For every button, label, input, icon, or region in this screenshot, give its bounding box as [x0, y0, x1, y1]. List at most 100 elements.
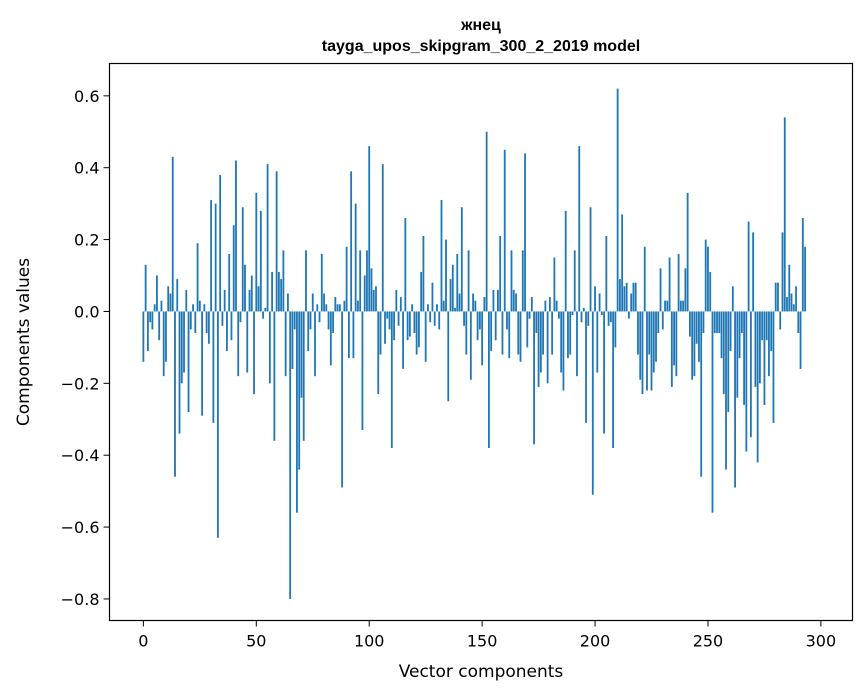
- bar-127: [429, 311, 432, 323]
- bar-100: [368, 146, 371, 312]
- bar-211: [618, 279, 621, 312]
- bar-63: [284, 311, 287, 377]
- bar-23: [194, 311, 197, 334]
- bar-124: [422, 235, 425, 312]
- bar-20: [187, 311, 190, 413]
- bar-212: [621, 214, 624, 312]
- bar-115: [402, 311, 404, 369]
- bar-105: [379, 311, 382, 355]
- bar-287: [790, 293, 793, 312]
- bar-161: [506, 311, 508, 330]
- bar-148: [476, 311, 479, 341]
- bar-234: [670, 311, 673, 387]
- bar-79: [320, 253, 323, 312]
- bar-236: [675, 311, 678, 377]
- bar-220: [639, 311, 642, 380]
- bar-218: [634, 282, 637, 312]
- bar-263: [736, 311, 739, 398]
- y-axis-label: Components values: [14, 258, 34, 426]
- bar-206: [607, 311, 610, 326]
- bar-74: [309, 311, 312, 330]
- bar-192: [576, 311, 578, 377]
- bar-186: [562, 311, 565, 391]
- bar-254: [716, 311, 718, 334]
- x-tick-label: 250: [693, 632, 724, 651]
- bar-191: [573, 250, 576, 312]
- bar-176: [539, 311, 542, 373]
- bar-81: [325, 304, 328, 312]
- bar-27: [203, 304, 206, 312]
- bar-267: [745, 311, 748, 452]
- bar-25: [198, 300, 201, 312]
- bar-14: [174, 311, 176, 477]
- bar-244: [693, 311, 696, 377]
- bar-240: [684, 268, 687, 312]
- bar-9: [162, 311, 165, 377]
- bar-256: [720, 311, 723, 359]
- bar-107: [384, 311, 386, 344]
- bar-109: [388, 311, 391, 330]
- bar-284: [783, 117, 786, 312]
- x-axis-ticks: 0 50 100 150 200 250 300: [138, 620, 836, 651]
- bar-255: [718, 311, 721, 334]
- bar-118: [408, 311, 411, 337]
- bar-142: [463, 311, 465, 326]
- bar-1: [144, 264, 147, 312]
- bar-78: [318, 311, 321, 323]
- bar-270: [752, 232, 755, 312]
- bar-41: [235, 160, 237, 312]
- bar-269: [749, 311, 752, 438]
- bar-119: [411, 304, 414, 312]
- y-tick-label: 0.6: [74, 87, 99, 106]
- bar-143: [465, 311, 468, 355]
- bar-55: [266, 164, 269, 312]
- bar-213: [623, 286, 626, 312]
- bar-75: [311, 293, 314, 312]
- bar-85: [334, 297, 337, 312]
- bar-133: [442, 300, 445, 312]
- bar-227: [655, 311, 657, 362]
- bar-82: [327, 311, 330, 330]
- bar-106: [381, 164, 384, 312]
- bar-210: [616, 88, 619, 312]
- bar-71: [302, 311, 305, 441]
- bar-104: [377, 311, 380, 395]
- bar-16: [178, 311, 181, 434]
- bar-246: [698, 311, 700, 362]
- bar-277: [768, 311, 770, 377]
- bar-108: [386, 311, 389, 319]
- bar-126: [427, 304, 429, 312]
- bar-271: [754, 311, 757, 387]
- bar-147: [474, 300, 477, 312]
- bar-163: [510, 250, 513, 312]
- bar-34: [219, 174, 222, 312]
- bar-290: [797, 311, 800, 334]
- bar-157: [497, 289, 499, 312]
- bar-247: [700, 311, 703, 477]
- bar-286: [788, 264, 791, 312]
- bar-204: [603, 311, 605, 434]
- bar-140: [458, 293, 461, 312]
- bar-21: [189, 311, 192, 330]
- bar-61: [280, 279, 283, 312]
- bar-5: [153, 304, 156, 312]
- bar-8: [160, 300, 163, 312]
- bar-228: [657, 311, 660, 334]
- bar-202: [598, 293, 601, 312]
- bar-276: [765, 311, 768, 341]
- bar-114: [399, 297, 402, 312]
- y-tick-label: −0.8: [61, 590, 100, 609]
- bar-0: [142, 311, 145, 362]
- bar-56: [268, 311, 271, 384]
- bar-39: [230, 311, 233, 341]
- bar-83: [329, 311, 332, 366]
- bar-232: [666, 300, 669, 312]
- bar-134: [445, 239, 447, 312]
- bar-268: [747, 221, 750, 312]
- bar-156: [494, 311, 497, 341]
- bar-4: [151, 311, 154, 330]
- y-tick-label: 0.4: [74, 159, 99, 178]
- bar-172: [530, 297, 533, 312]
- bar-272: [756, 311, 759, 463]
